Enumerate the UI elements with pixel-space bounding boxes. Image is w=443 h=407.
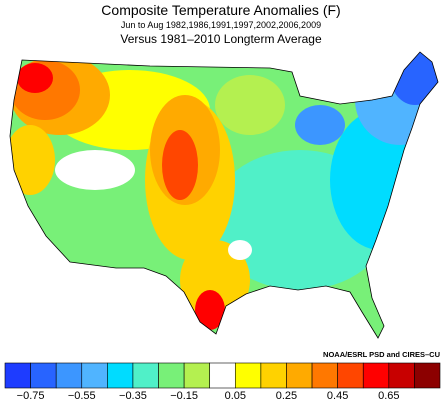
colorbar-box: [4, 362, 31, 389]
colorbar-label: 0.25: [276, 390, 297, 402]
colorbar-box: [107, 362, 134, 389]
colorbar-box: [30, 362, 57, 389]
colorbar-label: −0.35: [119, 390, 147, 402]
colorbar-box: [209, 362, 236, 389]
colorbar-box: [234, 362, 262, 389]
colorbar-box: [260, 362, 287, 389]
colorbar: −0.75 −0.55 −0.35 −0.15 0.05 0.25 0.45 0.65: [4, 362, 441, 402]
colorbar-box: [414, 362, 441, 389]
colorbar-label: 0.05: [225, 390, 246, 402]
colorbar-box: [55, 362, 83, 389]
colorbar-label: −0.55: [68, 390, 96, 402]
anomaly-map: [10, 52, 438, 338]
title: Composite Temperature Anomalies (F): [101, 2, 340, 18]
colorbar-box: [362, 362, 390, 389]
credit: NOAA/ESRL PSD and CIRES–CU: [323, 350, 440, 359]
colorbar-box: [132, 362, 159, 389]
subtitle: Jun to Aug 1982,1986,1991,1997,2002,2006…: [121, 20, 321, 30]
colorbar-box: [286, 362, 313, 389]
colorbar-label: −0.75: [17, 390, 45, 402]
colorbar-box: [183, 362, 211, 389]
colorbar-box: [388, 362, 415, 389]
us-outline: [9, 51, 439, 339]
colorbar-box: [158, 362, 185, 389]
comparison: Versus 1981–2010 Longterm Average: [120, 32, 322, 46]
colorbar-box: [81, 362, 108, 389]
colorbar-label: 0.65: [378, 390, 399, 402]
colorbar-label: 0.45: [327, 390, 348, 402]
colorbar-box: [337, 362, 364, 389]
colorbar-label: −0.15: [170, 390, 198, 402]
colorbar-box: [311, 362, 338, 389]
